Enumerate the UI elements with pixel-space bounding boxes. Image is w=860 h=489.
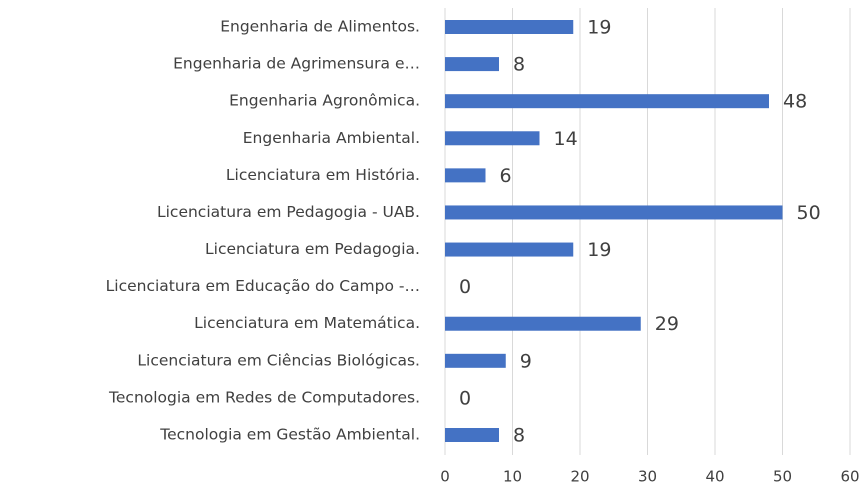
data-label: 6 (500, 165, 512, 187)
x-tick-label: 30 (638, 468, 657, 486)
y-tick-label: Engenharia Ambiental. (243, 129, 420, 147)
data-label: 19 (587, 17, 611, 39)
bar (445, 94, 769, 109)
x-tick-label: 60 (840, 468, 859, 486)
y-tick-label: Licenciatura em Matemática. (194, 314, 420, 332)
data-label: 9 (520, 350, 532, 372)
y-tick-label: Licenciatura em História. (226, 166, 420, 184)
data-label: 8 (513, 54, 525, 76)
bar (445, 131, 540, 146)
y-tick-label: Licenciatura em Ciências Biológicas. (137, 351, 420, 369)
y-tick-label: Engenharia Agronômica. (229, 92, 420, 110)
y-tick-label: Engenharia de Agrimensura e… (173, 55, 420, 73)
bar (445, 57, 499, 72)
data-label: 0 (459, 276, 471, 298)
y-tick-label: Tecnologia em Gestão Ambiental. (159, 426, 420, 444)
data-label: 14 (554, 128, 578, 150)
bar (445, 353, 506, 368)
x-tick-label: 50 (773, 468, 792, 486)
bar (445, 168, 486, 183)
data-label: 19 (587, 239, 611, 261)
data-label: 48 (783, 91, 807, 113)
bar (445, 242, 574, 257)
data-label: 50 (797, 202, 821, 224)
bar (445, 20, 574, 34)
y-tick-label: Tecnologia em Redes de Computadores. (108, 388, 420, 406)
y-tick-label: Licenciatura em Pedagogia - UAB. (157, 203, 420, 221)
y-tick-label: Engenharia de Alimentos. (220, 18, 420, 36)
y-tick-label: Licenciatura em Pedagogia. (205, 240, 420, 258)
data-label: 29 (655, 313, 679, 335)
y-tick-label: Licenciatura em Educação do Campo -… (106, 277, 420, 295)
bar (445, 316, 641, 331)
x-tick-label: 40 (705, 468, 724, 486)
data-label: 0 (459, 387, 471, 409)
bar (445, 205, 783, 220)
x-tick-label: 20 (570, 468, 589, 486)
x-tick-label: 0 (440, 468, 450, 486)
data-label: 8 (513, 425, 525, 447)
x-tick-label: 10 (503, 468, 522, 486)
bar (445, 428, 499, 442)
